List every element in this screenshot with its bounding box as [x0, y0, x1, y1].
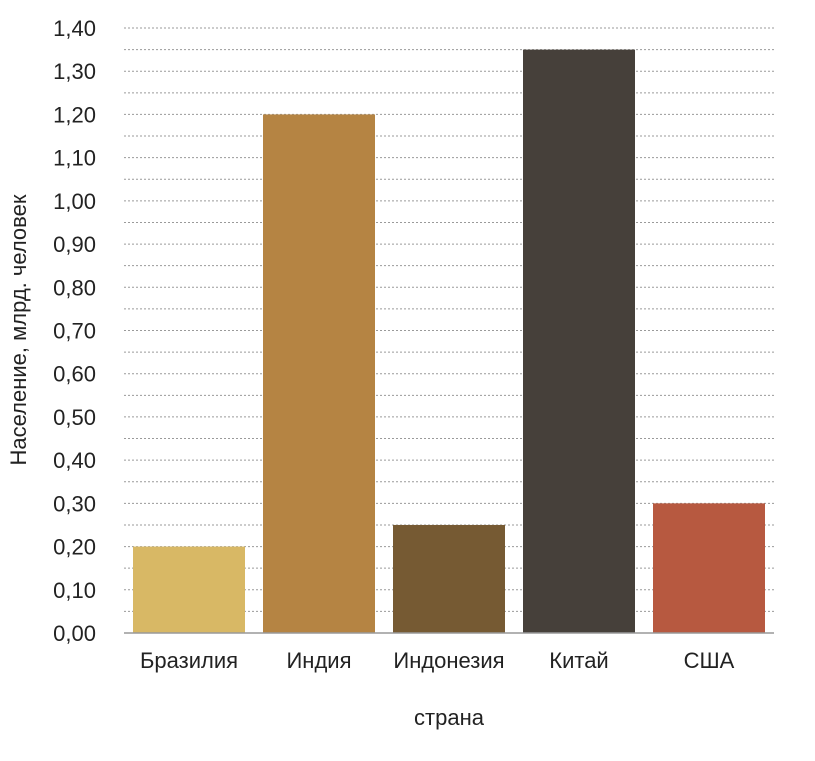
- y-tick-label: 0,20: [53, 535, 96, 560]
- y-tick-label: 0,10: [53, 578, 96, 603]
- y-tick-label: 1,00: [53, 189, 96, 214]
- y-tick-label: 0,00: [53, 621, 96, 646]
- x-tick-label: Китай: [549, 648, 608, 673]
- bar: [133, 546, 245, 633]
- bars: [133, 49, 765, 634]
- y-tick-label: 0,40: [53, 448, 96, 473]
- y-tick-label: 0,80: [53, 275, 96, 300]
- bar: [653, 503, 765, 633]
- y-tick-labels: 0,00 0,10 0,20 0,30 0,40 0,50 0,60 0,70 0,80 0,90…: [53, 16, 96, 646]
- y-tick-label: 1,30: [53, 59, 96, 84]
- x-axis-title: страна: [414, 705, 485, 730]
- bar: [393, 524, 505, 633]
- y-tick-label: 0,90: [53, 232, 96, 257]
- x-tick-label: США: [684, 648, 735, 673]
- y-tick-label: 1,10: [53, 146, 96, 171]
- x-tick-label: Индия: [286, 648, 351, 673]
- y-tick-label: 0,30: [53, 491, 96, 516]
- bar: [523, 49, 635, 634]
- y-tick-label: 0,60: [53, 362, 96, 387]
- gridlines: [124, 27, 774, 612]
- x-tick-label: Индонезия: [393, 648, 504, 673]
- y-tick-label: 0,50: [53, 405, 96, 430]
- x-tick-labels: Бразилия Индия Индонезия Китай США: [140, 648, 735, 673]
- y-tick-label: 1,40: [53, 16, 96, 41]
- y-tick-label: 0,70: [53, 319, 96, 344]
- bar: [263, 114, 375, 633]
- y-axis-title: Население, млрд. человек: [6, 194, 31, 465]
- y-tick-label: 1,20: [53, 102, 96, 127]
- x-tick-label: Бразилия: [140, 648, 238, 673]
